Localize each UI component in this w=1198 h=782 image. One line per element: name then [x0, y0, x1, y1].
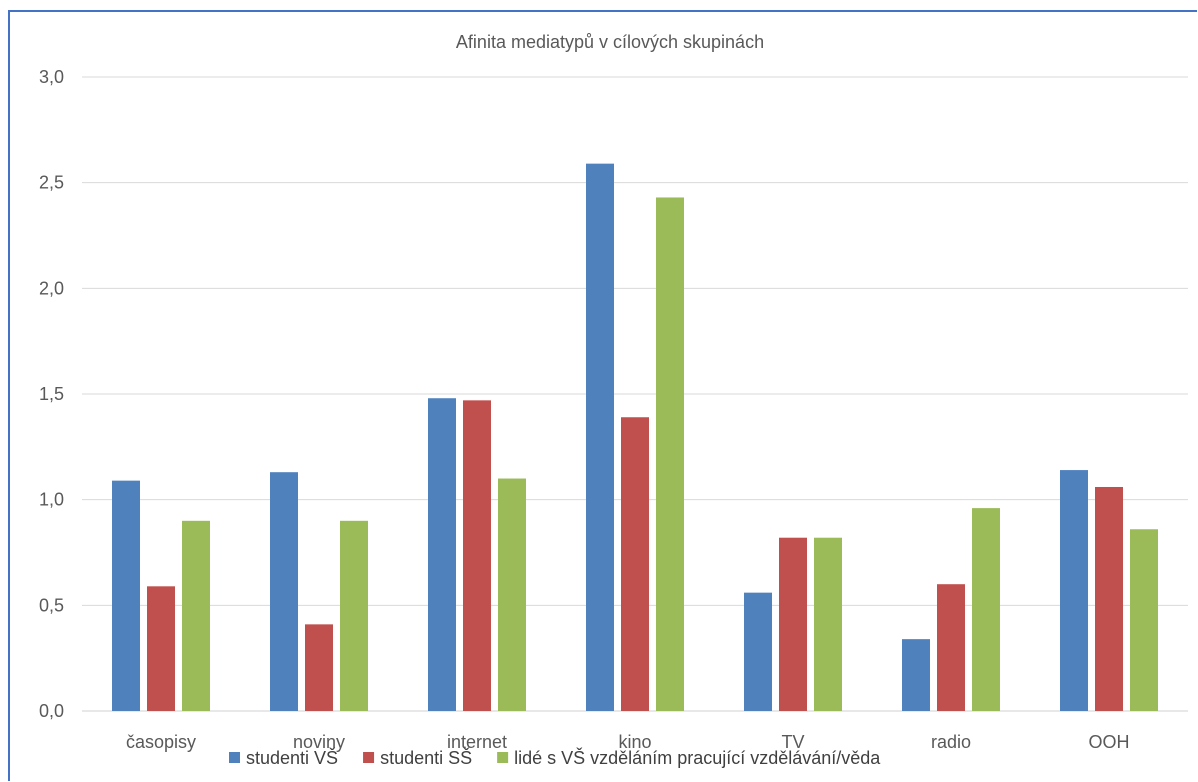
bar [744, 592, 772, 711]
y-tick-label: 1,0 [39, 490, 64, 510]
bar [182, 520, 210, 711]
bar [112, 480, 140, 711]
bar [972, 508, 1000, 711]
bar [902, 639, 930, 711]
bar [270, 472, 298, 711]
bar [586, 163, 614, 711]
bar [340, 520, 368, 711]
bar [463, 400, 491, 711]
bar [1095, 486, 1123, 711]
y-tick-label: 0,0 [39, 701, 64, 721]
legend-label: studenti SŠ [380, 747, 472, 768]
bar [1060, 470, 1088, 711]
bar [937, 584, 965, 711]
bar [305, 624, 333, 711]
bar [814, 537, 842, 711]
legend-swatch [363, 752, 375, 763]
bar [498, 478, 526, 711]
legend-label: studenti VŠ [246, 747, 338, 768]
bar [656, 197, 684, 711]
bar [779, 537, 807, 711]
x-tick-label: kino [618, 732, 651, 752]
x-tick-label: časopisy [126, 732, 196, 752]
bar [428, 398, 456, 711]
x-axis-labels: časopisy noviny internet kino TV radio OOH [126, 732, 1130, 752]
legend-swatch [497, 752, 509, 763]
bars [112, 163, 1158, 711]
legend-label: lidé s VŠ vzděláním pracující vzdělávání… [514, 747, 881, 768]
y-tick-label: 1,5 [39, 384, 64, 404]
x-tick-label: noviny [293, 732, 345, 752]
bar [621, 417, 649, 711]
legend-swatch [229, 752, 240, 763]
bar [147, 586, 175, 711]
y-tick-label: 3,0 [39, 67, 64, 87]
x-tick-label: TV [781, 732, 804, 752]
x-tick-label: OOH [1088, 732, 1129, 752]
x-tick-label: internet [447, 732, 507, 752]
bar [1130, 529, 1158, 711]
y-tick-label: 0,5 [39, 595, 64, 615]
y-tick-label: 2,5 [39, 173, 64, 193]
chart-frame [8, 10, 1197, 781]
x-tick-label: radio [931, 732, 971, 752]
chart-title: Afinita mediatypů v cílových skupinách [456, 32, 764, 52]
y-tick-label: 2,0 [39, 278, 64, 298]
legend: studenti VŠ studenti SŠ lidé s VŠ vzdělání… [229, 747, 881, 768]
y-axis-ticks: 0,0 0,5 1,0 1,5 2,0 2,5 3,0 [39, 67, 64, 721]
